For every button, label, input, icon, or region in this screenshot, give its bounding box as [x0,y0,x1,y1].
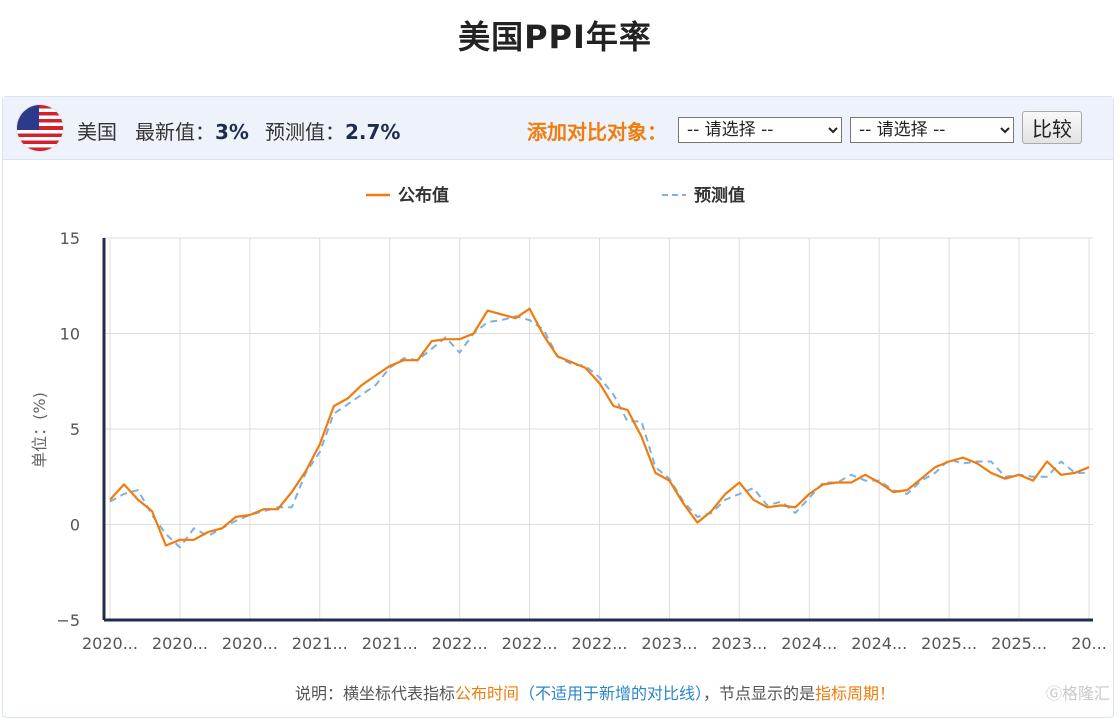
page-title: 美国PPI年率 [458,18,652,56]
watermark-logo: Ⓖ格隆汇 [1046,684,1111,703]
x-tick-label: 2022... [572,634,628,653]
x-tick-label: 2021... [292,634,348,653]
x-tick-label: 2020... [222,634,278,653]
y-tick-label: −5 [56,611,80,630]
legend-actual-label: 公布值 [398,185,449,206]
x-tick-label: 2025... [991,634,1047,653]
y-axis-label: 单位：(%) [30,392,49,468]
grid-lines [104,237,1093,620]
series-lines [109,307,1090,549]
x-tick-label: 2023... [711,634,767,653]
legend-forecast-label: 预测值 [694,185,745,206]
y-tick-label: 5 [70,420,80,439]
compare-select-1[interactable]: -- 请选择 -- [678,117,842,143]
latest-value-display: 最新值：3% [135,120,249,144]
x-tick-label: 20... [1071,634,1107,653]
x-tick-label: 2023... [641,634,697,653]
toolbar: 美国 最新值：3% 预测值：2.7% 添加对比对象： -- 请选择 -- -- … [3,97,1113,160]
x-tick-label: 2024... [851,634,907,653]
compare-button[interactable]: 比较 [1022,111,1082,144]
legend: 公布值 预测值 [366,185,745,206]
compare-select-2[interactable]: -- 请选择 -- [850,117,1014,143]
x-tick-label: 2020... [82,634,138,653]
add-compare-label: 添加对比对象： [527,120,667,144]
x-tick-label: 2025... [921,634,977,653]
x-tick-label: 2020... [152,634,208,653]
y-tick-label: 15 [60,229,80,248]
y-tick-label: 0 [70,516,80,535]
y-tick-label: 10 [60,325,80,344]
footnote: 说明：横坐标代表指标公布时间（不适用于新增的对比线），节点显示的是指标周期！ [294,684,896,703]
series-line-forecast [109,315,1089,549]
forecast-value-display: 预测值：2.7% [265,120,401,144]
x-tick-label: 2024... [781,634,837,653]
us-flag-icon [17,105,63,151]
x-tick-label: 2022... [502,634,558,653]
x-tick-label: 2022... [432,634,488,653]
series-line-actual [109,307,1090,547]
x-tick-label: 2021... [362,634,418,653]
chart-panel: 美国 最新值：3% 预测值：2.7% 添加对比对象： -- 请选择 -- -- … [2,96,1114,718]
country-label: 美国 [77,120,117,144]
